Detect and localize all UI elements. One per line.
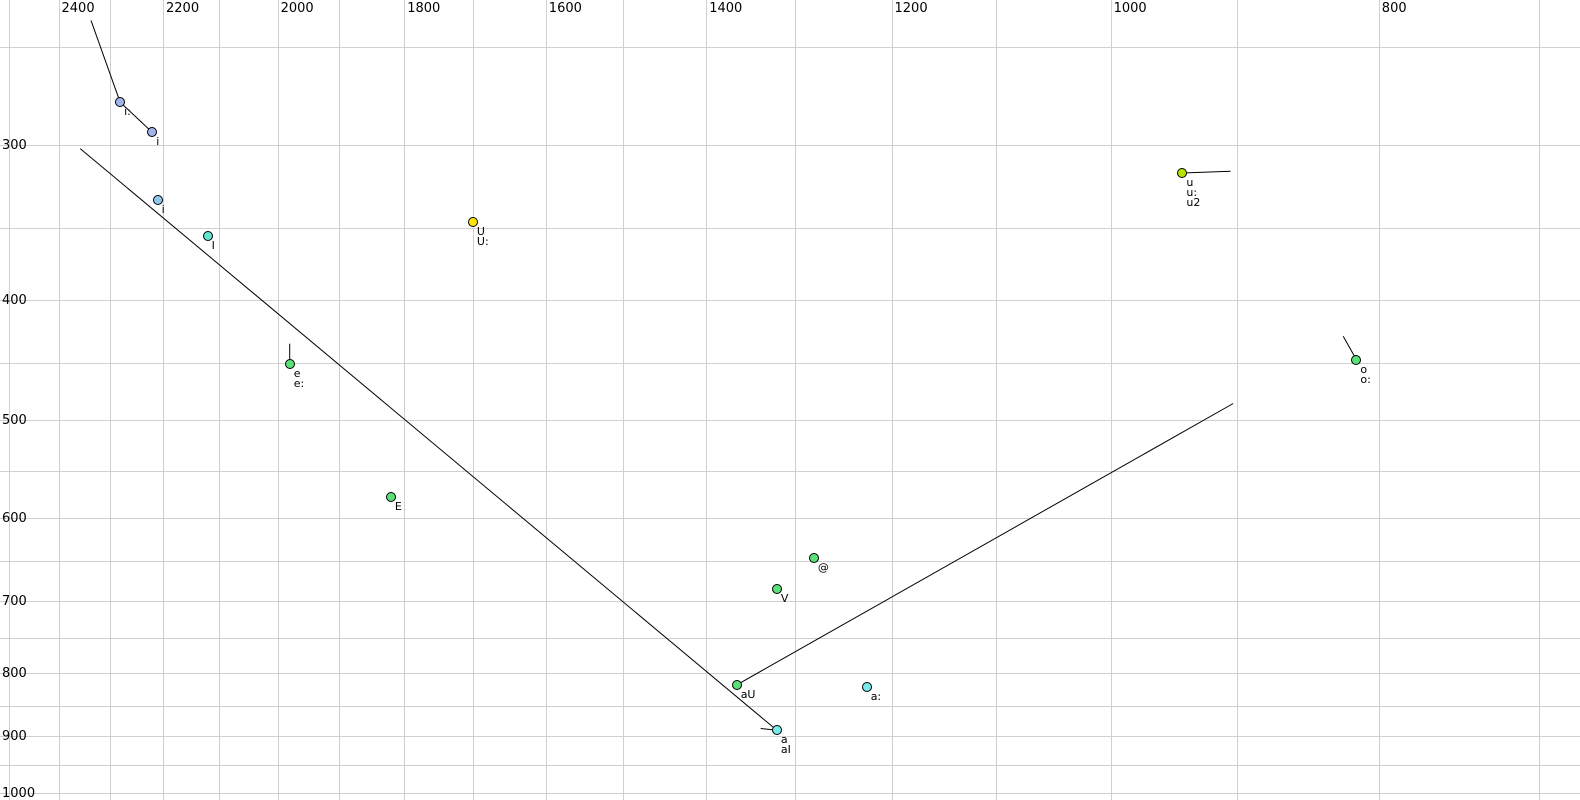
x-gridline	[1539, 0, 1541, 800]
vowel-label: E	[394, 500, 402, 513]
trajectory-line-back-diagonal-edge	[736, 403, 1234, 686]
vowel-label: V	[780, 591, 789, 605]
y-tick-label: 700	[2, 594, 27, 609]
x-tick-label: 1800	[407, 1, 441, 16]
y-gridline	[0, 363, 1580, 365]
y-gridline	[0, 228, 1580, 229]
x-tick-label: 1000	[1113, 1, 1147, 16]
vowel-point[interactable]	[147, 127, 158, 138]
vowel-point[interactable]	[284, 359, 295, 370]
x-gridline	[1378, 0, 1380, 800]
y-gridline	[0, 601, 1580, 602]
x-gridline	[219, 0, 220, 800]
x-gridline	[9, 0, 11, 800]
x-gridline	[891, 0, 893, 800]
x-tick-label: 2000	[280, 1, 314, 16]
vowel-point[interactable]	[771, 725, 782, 736]
y-gridline	[0, 638, 1580, 640]
vowel-label: i:	[124, 105, 131, 119]
y-gridline	[0, 419, 1580, 421]
x-gridline	[795, 0, 797, 800]
x-gridline	[58, 0, 60, 800]
vowel-label: aU	[740, 687, 756, 701]
vowel-point[interactable]	[861, 681, 872, 692]
vowel-point[interactable]	[152, 194, 163, 205]
y-tick-label: 400	[2, 292, 27, 308]
trajectory-line-from-u-horizontal	[1182, 170, 1231, 174]
x-tick-label: 2400	[61, 1, 95, 16]
vowel-label: a:	[870, 689, 882, 703]
vowel-label: I	[211, 238, 215, 252]
x-tick-label: 2200	[166, 1, 200, 16]
vowel-point[interactable]	[771, 583, 782, 594]
y-gridline	[0, 299, 1580, 301]
vowel-label: i	[161, 202, 165, 216]
vowel-label: e:	[293, 377, 305, 391]
x-gridline	[545, 0, 547, 800]
x-tick-label: 1400	[709, 1, 743, 16]
y-gridline	[0, 561, 1580, 563]
x-gridline	[472, 0, 474, 800]
vowel-label: i	[156, 135, 160, 149]
y-tick-label: 600	[2, 511, 27, 527]
x-gridline	[1110, 0, 1112, 800]
y-gridline	[0, 518, 1580, 520]
vowel-label: u	[1186, 176, 1194, 189]
x-gridline	[277, 0, 279, 800]
vowel-label: a	[780, 733, 788, 747]
y-tick-label: 1000	[2, 786, 36, 800]
vowel-point[interactable]	[467, 216, 478, 227]
x-gridline	[163, 0, 164, 800]
vowel-point[interactable]	[1351, 354, 1362, 365]
vowel-label: u:	[1186, 186, 1198, 199]
y-tick-label: 800	[2, 665, 27, 681]
y-gridline	[0, 793, 1580, 794]
vowel-label: u2	[1186, 196, 1201, 209]
x-gridline	[109, 0, 111, 800]
y-gridline	[0, 736, 1580, 738]
y-gridline	[0, 145, 1580, 146]
trajectory-line-into-i-long	[90, 20, 121, 103]
y-gridline	[0, 765, 1580, 767]
y-gridline	[0, 705, 1580, 707]
vowel-label: @	[817, 560, 829, 574]
x-gridline	[996, 0, 998, 800]
vowel-label: U:	[476, 234, 489, 248]
y-tick-label: 300	[2, 138, 27, 153]
vowel-label: U	[476, 224, 485, 238]
y-gridline	[0, 471, 1580, 473]
x-gridline	[339, 0, 341, 800]
vowel-point[interactable]	[808, 552, 819, 563]
y-gridline	[0, 46, 1580, 48]
x-gridline	[1237, 0, 1239, 800]
trajectory-line-front-diagonal-edge	[79, 148, 778, 731]
vowel-point[interactable]	[115, 97, 126, 108]
x-tick-label: 800	[1381, 1, 1407, 16]
vowel-label: o:	[1360, 372, 1371, 386]
vowel-point[interactable]	[731, 679, 742, 690]
x-gridline	[404, 0, 406, 800]
y-tick-label: 900	[2, 729, 27, 745]
vowel-label: o	[1360, 362, 1368, 376]
vowel-label: aI	[780, 743, 791, 757]
x-tick-label: 1600	[548, 1, 582, 16]
vowel-point[interactable]	[385, 492, 396, 502]
x-gridline	[706, 0, 708, 800]
y-tick-label: 500	[2, 412, 27, 428]
x-tick-label: 1200	[894, 1, 928, 16]
vowel-point[interactable]	[1177, 168, 1188, 178]
x-gridline	[623, 0, 625, 800]
vowel-label: e	[293, 367, 301, 381]
y-gridline	[0, 672, 1580, 674]
vowel-point[interactable]	[202, 230, 213, 241]
trajectory-line-i-long-to-i	[119, 101, 153, 133]
